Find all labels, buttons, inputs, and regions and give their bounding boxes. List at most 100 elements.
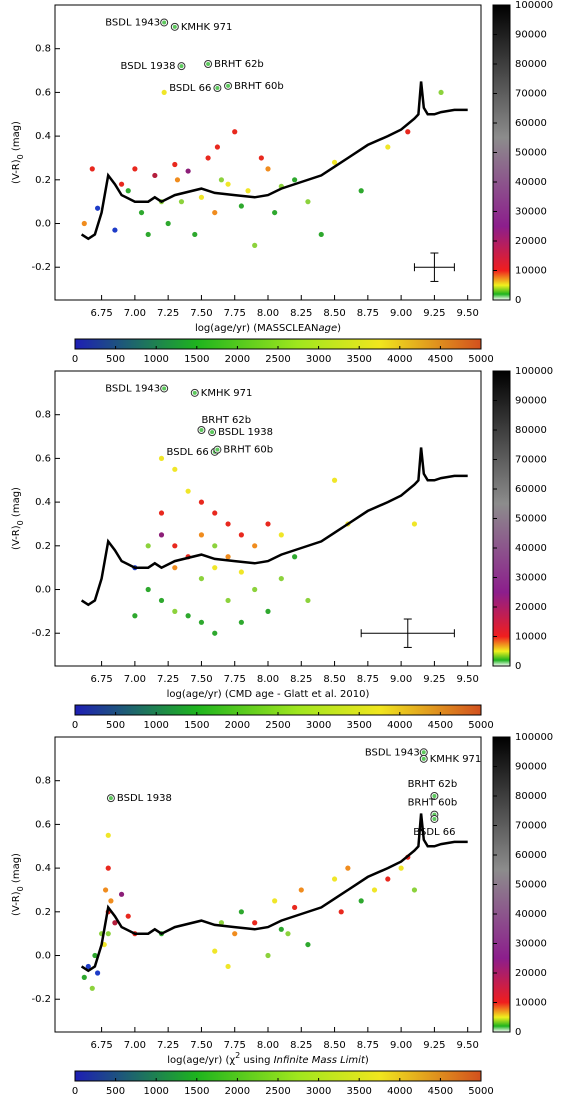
cluster-dot (421, 750, 426, 755)
x-tick-label: 8.50 (323, 308, 345, 319)
colorbar-tick-label: 30000 (515, 939, 547, 950)
data-point (411, 887, 418, 893)
y-axis-label-part: (mag) (11, 487, 22, 520)
colorbar2-tick-label: 3500 (346, 1086, 371, 1097)
x-tick-label: 7.00 (124, 308, 146, 319)
data-point (345, 865, 351, 871)
data-point (252, 920, 258, 926)
colorbar2-tick-label: 3000 (306, 354, 331, 365)
x-tick-label: 9.50 (457, 308, 479, 319)
y-tick-label: 0.0 (35, 951, 51, 962)
data-point (398, 865, 404, 871)
data-point (238, 619, 244, 625)
data-point (265, 952, 271, 959)
x-tick-label: 9.00 (390, 308, 412, 319)
data-point (192, 231, 198, 238)
y-tick-label: 0.6 (35, 819, 51, 830)
colorbar2-tick-label: 1000 (143, 720, 168, 731)
data-point (318, 231, 324, 238)
cluster-dot (162, 386, 167, 391)
data-point (331, 477, 338, 483)
data-point (411, 521, 418, 527)
data-point (405, 129, 411, 135)
cluster-label: BRHT 62b (214, 59, 264, 70)
y-axis-label-part: (V-R) (11, 891, 22, 916)
data-point (358, 188, 364, 194)
x-tick-label: 8.75 (357, 308, 379, 319)
colorbar2-tick-label: 3000 (306, 1086, 331, 1097)
y-axis-label: (V-R)0 (mag) (11, 121, 25, 184)
x-tick-label: 6.75 (90, 674, 112, 685)
data-point (165, 220, 171, 227)
x-tick-label: 7.75 (224, 308, 246, 319)
data-point (81, 220, 87, 227)
data-point (172, 543, 178, 549)
y-tick-label: 0.4 (35, 131, 51, 142)
x-axis-label-part: log(age/yr) (CMD age - Glatt et al. 2010… (167, 689, 370, 700)
cluster-dot (108, 796, 113, 801)
x-tick-label: 8.00 (257, 674, 279, 685)
colorbar-tick-label: 20000 (515, 236, 547, 247)
colorbar2-tick-label: 4000 (387, 354, 412, 365)
data-point (172, 466, 178, 472)
x-axis-label-part: log(age/yr) (MASSCLEAN (195, 323, 319, 334)
cluster-label: BRHT 62b (408, 779, 458, 790)
data-point (438, 89, 444, 96)
data-point (278, 532, 284, 538)
data-point (252, 242, 258, 248)
data-point (225, 597, 231, 604)
x-tick-label: 9.00 (390, 674, 412, 685)
x-tick-label: 7.25 (157, 308, 179, 319)
y-axis-label-part: 0 (16, 886, 25, 891)
data-point (205, 155, 211, 161)
data-point (218, 920, 225, 926)
colorbar-tick-label: 90000 (515, 30, 547, 41)
colorbar2-tick-label: 4500 (428, 1086, 453, 1097)
y-tick-label: 0.8 (35, 410, 51, 421)
colorbar-tick-label: 50000 (515, 148, 547, 159)
colorbar2-tick-label: 4000 (387, 720, 412, 731)
y-tick-label: 0.2 (35, 907, 51, 918)
colorbar-tick-label: 0 (515, 1027, 521, 1038)
x-tick-label: 7.50 (190, 308, 212, 319)
colorbar2-tick-label: 4000 (387, 1086, 412, 1097)
y-tick-label: 0.4 (35, 497, 51, 508)
cluster-dot (215, 86, 220, 91)
data-point (238, 532, 244, 538)
colorbar2-tick-label: 2500 (265, 354, 290, 365)
colorbar-tick-label: 80000 (515, 59, 547, 70)
data-point (112, 920, 118, 926)
data-point (198, 194, 205, 200)
cluster-dot (206, 62, 211, 66)
data-point (225, 963, 231, 970)
model-track (80, 813, 468, 973)
data-point (89, 985, 95, 991)
data-point (338, 909, 344, 915)
x-axis-label: log(age/yr) (χ2 using Infinite Mass Limi… (167, 1051, 369, 1066)
colorbar-tick-label: 50000 (515, 514, 547, 525)
x-tick-label: 9.25 (423, 1040, 445, 1051)
data-point (252, 586, 258, 593)
data-point (118, 891, 125, 897)
data-point (105, 865, 111, 871)
data-point (145, 231, 151, 238)
data-point (185, 168, 191, 174)
data-point (95, 970, 101, 976)
data-point (132, 613, 138, 619)
colorbar-tick-label: 10000 (515, 998, 547, 1009)
data-point (81, 974, 87, 980)
x-tick-label: 7.25 (157, 674, 179, 685)
cluster-dot (432, 794, 437, 798)
data-point (272, 898, 278, 904)
data-point (265, 521, 271, 527)
data-point (158, 455, 165, 462)
data-point (358, 898, 364, 904)
data-point (158, 532, 165, 538)
y-tick-label: 0.2 (35, 175, 51, 186)
colorbar-tick-label: 90000 (515, 762, 547, 773)
cluster-label: BSDL 66 (167, 447, 209, 458)
colorbar-tick-label: 70000 (515, 821, 547, 832)
y-tick-label: 0.8 (35, 776, 51, 787)
data-point (238, 569, 244, 575)
colorbar-tick-label: 100000 (515, 366, 553, 377)
